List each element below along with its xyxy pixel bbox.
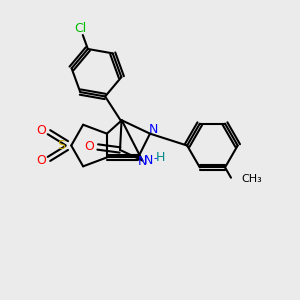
Text: N: N [148, 123, 158, 136]
Text: O: O [37, 154, 46, 167]
Text: N: N [138, 155, 147, 168]
Text: H: H [156, 152, 165, 164]
Text: S: S [57, 139, 65, 152]
Text: CH₃: CH₃ [242, 174, 262, 184]
Text: O: O [37, 124, 46, 137]
Text: O: O [85, 140, 94, 154]
Text: -: - [154, 153, 158, 163]
Text: Cl: Cl [74, 22, 87, 35]
Text: N: N [144, 154, 153, 167]
